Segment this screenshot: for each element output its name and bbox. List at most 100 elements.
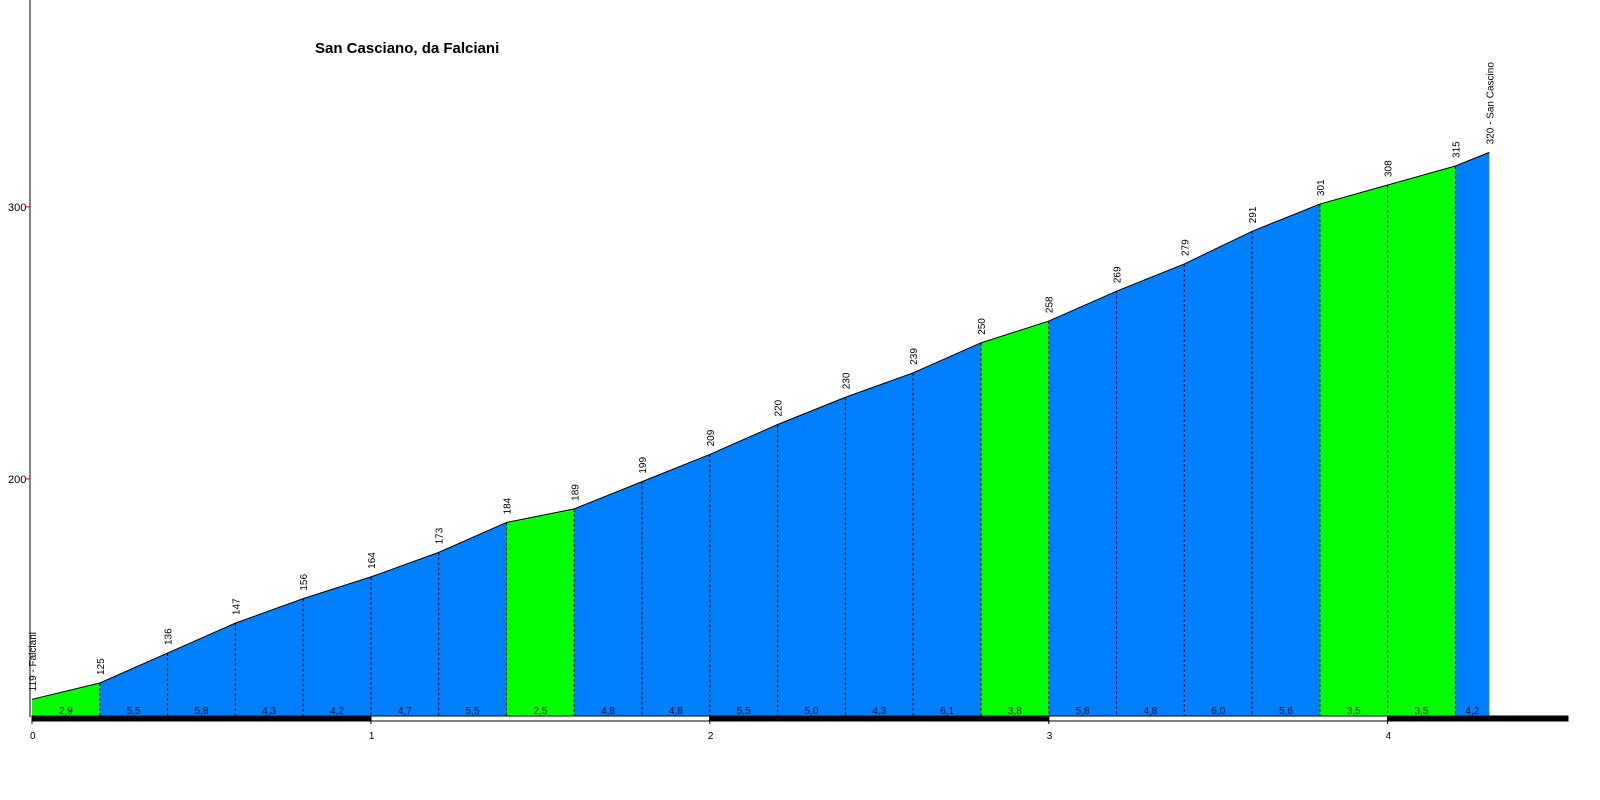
profile-segment xyxy=(1319,185,1388,718)
profile-edge xyxy=(1319,184,1388,205)
elevation-label: 269 xyxy=(1113,266,1124,283)
gradient-label: 3,5 xyxy=(1415,706,1429,717)
profile-segment xyxy=(235,598,304,717)
elevation-label: 250 xyxy=(977,318,988,335)
x-tick-label: 3 xyxy=(1047,731,1053,742)
gradient-label: 4,8 xyxy=(669,706,683,717)
profile-edge xyxy=(912,342,982,374)
gradient-label: 5,5 xyxy=(737,706,751,717)
profile-edge xyxy=(641,453,711,483)
gradient-label: 5,5 xyxy=(466,706,480,717)
profile-segment xyxy=(709,424,778,717)
profile-edge xyxy=(980,320,1049,344)
x-tick-label: 1 xyxy=(369,731,375,742)
profile-segment xyxy=(777,397,846,717)
profile-edge xyxy=(1387,165,1456,186)
x-tick-label: 0 xyxy=(30,731,36,742)
distance-bar xyxy=(370,715,711,722)
profile-edge xyxy=(506,508,575,523)
elevation-label: 209 xyxy=(706,429,717,446)
profile-edge xyxy=(438,521,507,553)
elevation-label: 136 xyxy=(164,628,175,645)
gradient-label: 4,2 xyxy=(330,706,344,717)
elevation-label: 291 xyxy=(1248,206,1259,223)
profile-segment xyxy=(1116,263,1185,717)
x-tick-label: 2 xyxy=(708,731,714,742)
elevation-label: 147 xyxy=(231,598,242,615)
profile-edge xyxy=(1116,263,1185,292)
elevation-label: 164 xyxy=(367,552,378,569)
gradient-label: 5,0 xyxy=(805,706,819,717)
gradient-label: 4,3 xyxy=(872,706,886,717)
y-tick-label: 200 xyxy=(8,474,26,486)
profile-edge xyxy=(235,598,304,624)
elevation-label: 258 xyxy=(1045,296,1056,313)
gradient-label: 5,8 xyxy=(1076,706,1090,717)
profile-edge xyxy=(1455,151,1490,167)
elevation-label: 320 - San Cascino xyxy=(1485,62,1496,145)
elevation-label: 220 xyxy=(774,399,785,416)
profile-segment xyxy=(913,342,981,717)
profile-segment xyxy=(980,321,1049,717)
gradient-label: 5,5 xyxy=(127,706,141,717)
profile-edge xyxy=(370,551,439,578)
profile-segment xyxy=(370,552,439,717)
y-tick-label: 300 xyxy=(8,202,26,214)
gradient-label: 2,5 xyxy=(533,706,547,717)
distance-bar xyxy=(1387,715,1569,722)
profile-segment xyxy=(99,653,168,717)
profile-segment xyxy=(1387,165,1456,718)
elevation-label: 184 xyxy=(502,497,513,514)
elevation-label: 230 xyxy=(841,372,852,389)
profile-segment xyxy=(303,576,371,717)
gradient-label: 6,0 xyxy=(1211,706,1225,717)
gradient-label: 2,9 xyxy=(59,706,73,717)
profile-edge xyxy=(1184,230,1253,265)
gradient-label: 4,3 xyxy=(262,706,276,717)
chart-title: San Casciano, da Falciani xyxy=(315,40,499,57)
profile-edge xyxy=(31,682,100,700)
gradient-label: 3,5 xyxy=(1347,706,1361,717)
elevation-label: 301 xyxy=(1316,179,1327,196)
gradient-label: 5,8 xyxy=(195,706,209,717)
profile-segment xyxy=(32,682,100,717)
gradient-label: 4,8 xyxy=(1143,706,1157,717)
profile-segment xyxy=(438,522,507,717)
x-tick-label: 4 xyxy=(1386,731,1392,742)
elevation-label: 315 xyxy=(1451,141,1462,158)
gradient-label: 4,2 xyxy=(1465,706,1479,717)
profile-segment xyxy=(1184,231,1253,717)
profile-segment xyxy=(642,454,710,717)
elevation-label: 125 xyxy=(96,658,107,675)
profile-segment xyxy=(574,481,643,717)
profile-segment xyxy=(1455,152,1490,717)
gradient-label: 4,8 xyxy=(601,706,615,717)
profile-edge xyxy=(1048,290,1117,322)
profile-edge xyxy=(167,622,236,654)
distance-bar xyxy=(1048,715,1389,722)
profile-segment xyxy=(1252,204,1320,717)
profile-segment xyxy=(167,623,236,717)
profile-edge xyxy=(1251,203,1321,232)
gradient-label: 5,6 xyxy=(1279,706,1293,717)
profile-segment xyxy=(506,508,575,717)
distance-bar xyxy=(709,715,1050,722)
profile-edge xyxy=(302,576,372,600)
elevation-label: 308 xyxy=(1384,160,1395,177)
elevation-label: 239 xyxy=(909,348,920,365)
elevation-label: 119 - Falciani xyxy=(28,632,39,691)
profile-edge xyxy=(709,424,778,455)
distance-bar xyxy=(31,715,372,722)
elevation-label: 173 xyxy=(435,527,446,544)
elevation-label: 189 xyxy=(570,484,581,501)
elevation-label: 156 xyxy=(299,574,310,591)
profile-edge xyxy=(99,652,168,684)
profile-edge xyxy=(574,481,643,510)
gradient-label: 4,7 xyxy=(398,706,412,717)
profile-segment xyxy=(1048,291,1117,717)
gradient-label: 3,8 xyxy=(1008,706,1022,717)
profile-edge xyxy=(777,396,846,425)
profile-edge xyxy=(845,372,914,398)
